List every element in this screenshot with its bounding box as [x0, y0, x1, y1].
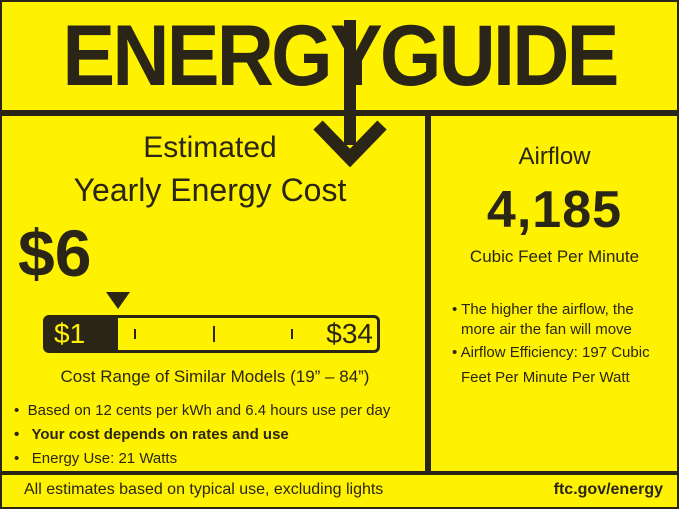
- cost-bullet: • Based on 12 cents per kWh and 6.4 hour…: [14, 402, 391, 419]
- airflow-note: Feet Per Minute Per Watt: [461, 369, 630, 386]
- airflow-unit: Cubic Feet Per Minute: [469, 247, 640, 266]
- airflow-label: Airflow: [518, 143, 591, 170]
- vertical-divider: [425, 116, 431, 474]
- range-tick: [134, 329, 136, 339]
- cost-bullet: • Energy Use: 21 Watts: [14, 450, 178, 467]
- footer-divider: [0, 471, 679, 475]
- cost-range-fill: [46, 318, 118, 350]
- arrow-down-icon: [313, 20, 387, 168]
- cost-marker-icon: [106, 292, 130, 309]
- ftc-link[interactable]: ftc.gov/energy: [553, 481, 663, 498]
- range-tick: [291, 329, 293, 339]
- cost-range-min: $1: [54, 318, 86, 349]
- cost-range-caption: Cost Range of Similar Models (19” – 84”): [60, 367, 370, 386]
- cost-label-line1: Estimated: [143, 131, 277, 164]
- cost-bullet: • Your cost depends on rates and use: [14, 426, 289, 443]
- cost-range-bar: $1 $34: [43, 315, 380, 353]
- cost-range-max: $34: [326, 318, 373, 349]
- yearly-cost-value: $6: [18, 216, 92, 290]
- cost-label-line2: Yearly Energy Cost: [73, 172, 347, 208]
- energyguide-title: ENERGYGUIDE: [62, 8, 619, 104]
- airflow-note: • The higher the airflow, the: [452, 301, 634, 318]
- range-tick: [213, 326, 215, 342]
- footer-disclaimer: All estimates based on typical use, excl…: [24, 481, 384, 498]
- airflow-note: more air the fan will move: [461, 321, 632, 338]
- airflow-note: • Airflow Efficiency: 197 Cubic: [452, 344, 650, 361]
- airflow-value: 4,185: [486, 181, 623, 239]
- header-divider: [0, 110, 679, 116]
